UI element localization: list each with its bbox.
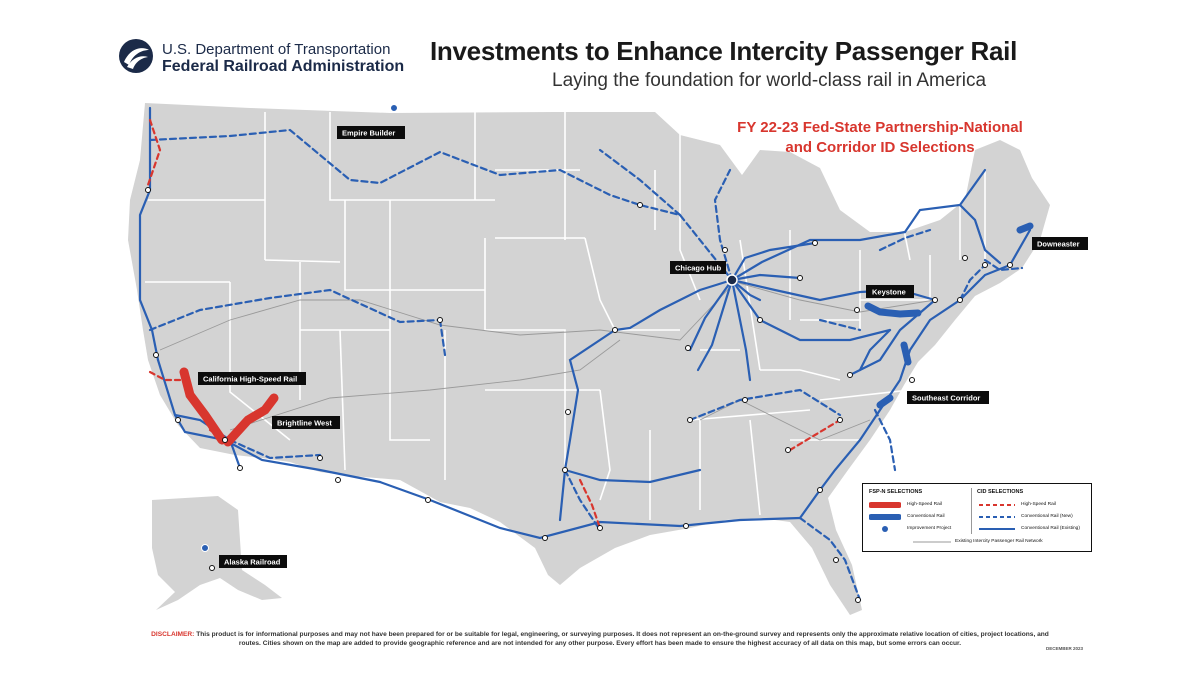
svg-text:Alaska Railroad: Alaska Railroad: [224, 558, 281, 567]
stations: [145, 187, 1013, 603]
legend-cid-heading: CID SELECTIONS: [977, 489, 1024, 495]
conventional-rail-existing: [138, 106, 1032, 540]
label-downeaster: Downeaster: [1032, 237, 1088, 250]
label-brightline-west: Brightline West: [272, 416, 340, 429]
legend-fspn-high-speed: High-Speed Rail: [907, 502, 942, 507]
label-southeast-corridor: Southeast Corridor: [907, 391, 989, 404]
dot-seal-icon: [119, 39, 153, 73]
disclaimer-text: This product is for informational purpos…: [196, 631, 1049, 647]
label-chicago-hub: Chicago Hub: [670, 261, 726, 274]
svg-text:Chicago Hub: Chicago Hub: [675, 264, 722, 273]
legend-fspn-heading: FSP-N SELECTIONS: [869, 489, 923, 495]
legend-existing-swatch: [913, 541, 951, 543]
map-legend: FSP-N SELECTIONS High-Speed Rail Convent…: [862, 483, 1092, 552]
pin-icon: [390, 104, 398, 112]
legend-divider: [971, 488, 972, 534]
legend-cid-conventional-new: Conventional Rail (New): [1021, 514, 1073, 519]
label-california-hsr: California High-Speed Rail: [198, 372, 306, 385]
svg-text:California High-Speed Rail: California High-Speed Rail: [203, 375, 297, 384]
page-subtitle: Laying the foundation for world-class ra…: [552, 70, 987, 91]
svg-text:Keystone: Keystone: [872, 288, 906, 297]
legend-fspn-improvement: Improvement Project: [907, 526, 952, 531]
chicago-hub-icon: [726, 274, 738, 286]
administration-name: Federal Railroad Administration: [162, 58, 405, 75]
label-alaska-railroad: Alaska Railroad: [219, 555, 287, 568]
improvement-project-pins: [201, 104, 398, 552]
pin-icon: [201, 544, 209, 552]
contiguous-us-land: [128, 103, 1050, 615]
fspn-conventional-rail: [864, 222, 1034, 409]
legend-cid-conventional-existing: Conventional Rail (Existing): [1021, 526, 1080, 531]
fspn-high-speed-rail: [179, 367, 279, 447]
selection-title: FY 22-23 Fed-State Partnership-National …: [690, 118, 1070, 158]
conventional-rail-new: [148, 128, 1024, 602]
label-keystone: Keystone: [866, 285, 914, 298]
agency-name: U.S. Department of Transportation: [162, 41, 391, 58]
label-empire-builder: Empire Builder: [337, 126, 405, 139]
svg-text:Downeaster: Downeaster: [1037, 240, 1080, 249]
dot-fra-logo: U.S. Department of Transportation Federa…: [118, 38, 404, 82]
legend-existing-network: Existing Intercity Passenger Rail Networ…: [955, 539, 1043, 544]
alaska-land: [152, 496, 282, 610]
legend-fspn-swatches: [869, 502, 901, 532]
page-title: Investments to Enhance Intercity Passeng…: [430, 36, 1017, 66]
selection-title-line1: FY 22-23 Fed-State Partnership-National: [737, 119, 1023, 136]
svg-text:Empire Builder: Empire Builder: [342, 129, 395, 138]
legend-cid-high-speed: High-Speed Rail: [1021, 502, 1056, 507]
legend-fspn-conventional: Conventional Rail: [907, 514, 945, 519]
date-stamp: DECEMBER 2023: [1046, 646, 1084, 651]
disclaimer-label: DISCLAIMER:: [151, 631, 195, 638]
svg-text:Southeast Corridor: Southeast Corridor: [912, 394, 980, 403]
disclaimer: DISCLAIMER: This product is for informat…: [150, 630, 1050, 648]
cid-high-speed-rail: [146, 118, 842, 530]
svg-text:Brightline West: Brightline West: [277, 419, 332, 428]
selection-title-line2: and Corridor ID Selections: [785, 139, 975, 156]
legend-cid-swatches: [979, 504, 1015, 530]
